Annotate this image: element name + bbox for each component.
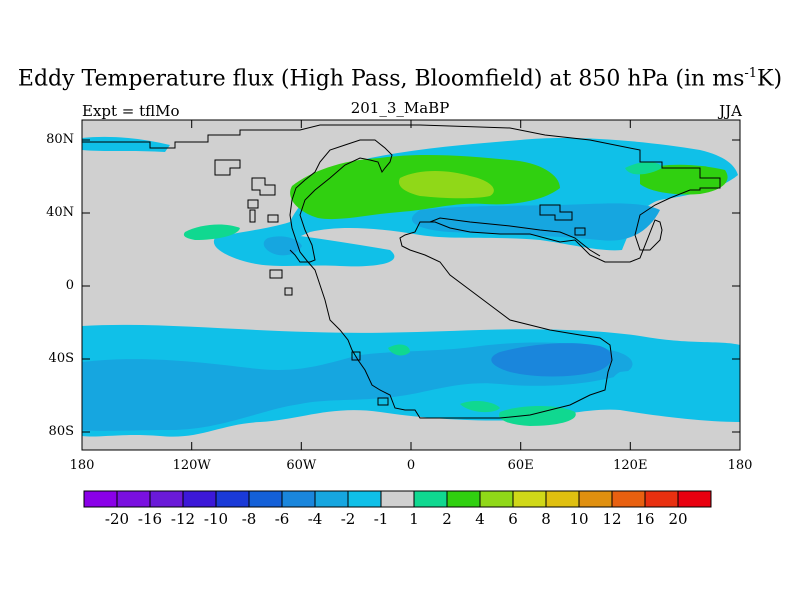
- colorbar-label-9: 1: [409, 510, 419, 528]
- lat-label-40n: 40N: [46, 205, 74, 220]
- colorbar-label-8: -1: [373, 510, 389, 528]
- lat-label-40s: 40S: [48, 351, 74, 366]
- contour-pos-north-east-edge: [625, 162, 662, 175]
- title-superscript: -1: [744, 66, 758, 81]
- coastline-north-island-1: [214, 159, 241, 176]
- lon-label-0: 0: [406, 458, 416, 473]
- coastline-north-island-2: [251, 177, 276, 196]
- colorbar-box-5: [248, 490, 283, 508]
- colorbar-label-2: -12: [170, 510, 196, 528]
- colorbar-label-16: 16: [635, 510, 655, 528]
- colorbar-label-4: -8: [241, 510, 257, 528]
- title-main: Eddy Temperature flux (High Pass, Bloomf…: [17, 66, 745, 92]
- colorbar-label-7: -2: [340, 510, 356, 528]
- coastlines: [82, 124, 721, 419]
- colorbar-box-3: [182, 490, 217, 508]
- coastline-south-island-2: [377, 397, 389, 406]
- title-tail: K): [757, 66, 783, 92]
- contour-pos-south-patch-2: [460, 401, 500, 413]
- contour-pos-south-patch-3: [388, 344, 410, 356]
- colorbar-box-2: [149, 490, 184, 508]
- colorbar-label-1: -16: [137, 510, 163, 528]
- lon-label-120w: 120W: [172, 458, 211, 473]
- contour-neg-southeast-lobe: [611, 369, 740, 422]
- contour-neg-north-mid: [411, 203, 660, 241]
- lon-label-60w: 60W: [286, 458, 317, 473]
- colorbar-box-6: [281, 490, 316, 508]
- coastline-caribbean-2: [284, 287, 293, 296]
- coastline-inner-sea: [429, 217, 601, 257]
- contour-pos-north-core: [398, 171, 494, 199]
- colorbar-label-17: 20: [668, 510, 688, 528]
- coastline-caribbean-1: [269, 269, 283, 279]
- lat-label-0: 0: [65, 278, 74, 293]
- season-label: JJA: [719, 102, 742, 120]
- colorbar-label-6: -4: [307, 510, 323, 528]
- contour-neg-south-dark: [491, 343, 612, 377]
- coastline-east-island-1: [539, 204, 573, 221]
- map-panel: [81, 119, 741, 451]
- lon-label-180w: 180: [69, 458, 95, 473]
- colorbar-label-13: 8: [541, 510, 551, 528]
- lon-label-120e: 120E: [613, 458, 648, 473]
- colorbar-box-13: [512, 490, 547, 508]
- colorbar-box-17: [644, 490, 679, 508]
- coastline-main-continent: [82, 124, 721, 419]
- coastline-greenland-edge: [249, 209, 256, 223]
- colorbar-label-10: 2: [442, 510, 452, 528]
- lon-label-60e: 60E: [507, 458, 534, 473]
- colorbar-label-15: 12: [602, 510, 622, 528]
- contour-neg-west-tongue: [213, 233, 395, 267]
- colorbar-label-12: 6: [508, 510, 518, 528]
- experiment-label: Expt = tflMo: [82, 102, 180, 120]
- lat-label-80s: 80S: [48, 424, 74, 439]
- colorbar-box-15: [578, 490, 613, 508]
- colorbar-label-11: 4: [475, 510, 485, 528]
- colorbar-box-1: [116, 490, 151, 508]
- colorbar-label-14: 10: [569, 510, 589, 528]
- colorbar-box-11: [446, 490, 481, 508]
- coastline-south-island-1: [351, 351, 361, 361]
- contour-neg-atlantic: [263, 236, 302, 256]
- colorbar-box-10: [413, 490, 448, 508]
- coastline-north-island-4: [267, 214, 279, 223]
- colorbar-box-4: [215, 490, 250, 508]
- colorbar-box-14: [545, 490, 580, 508]
- colorbar-box-7: [314, 490, 349, 508]
- lat-label-80n: 80N: [46, 132, 74, 147]
- colorbar-box-16: [611, 490, 646, 508]
- contour-neg-north-top: [82, 136, 170, 152]
- colorbar-label-3: -10: [203, 510, 229, 528]
- coastline-north-island-3: [247, 199, 259, 209]
- colorbar-box-0: [83, 490, 118, 508]
- case-label: 201_3_MaBP: [350, 99, 450, 117]
- colorbar-label-0: -20: [104, 510, 130, 528]
- colorbar-box-8: [347, 490, 382, 508]
- contour-pos-south-patch-1: [499, 406, 576, 426]
- colorbar-box-12: [479, 490, 514, 508]
- plot-title: Eddy Temperature flux (High Pass, Bloomf…: [0, 66, 800, 91]
- contour-pos-north-east: [640, 164, 728, 195]
- coastline-east-island-2: [574, 227, 586, 236]
- lon-label-180e: 180: [727, 458, 753, 473]
- colorbar: [83, 490, 712, 508]
- colorbar-box-9: [380, 490, 415, 508]
- colorbar-label-5: -6: [274, 510, 290, 528]
- axis-ticks: [81, 120, 741, 450]
- colorbar-box-18: [677, 490, 712, 508]
- contour-pos-atlantic-patch: [183, 224, 240, 240]
